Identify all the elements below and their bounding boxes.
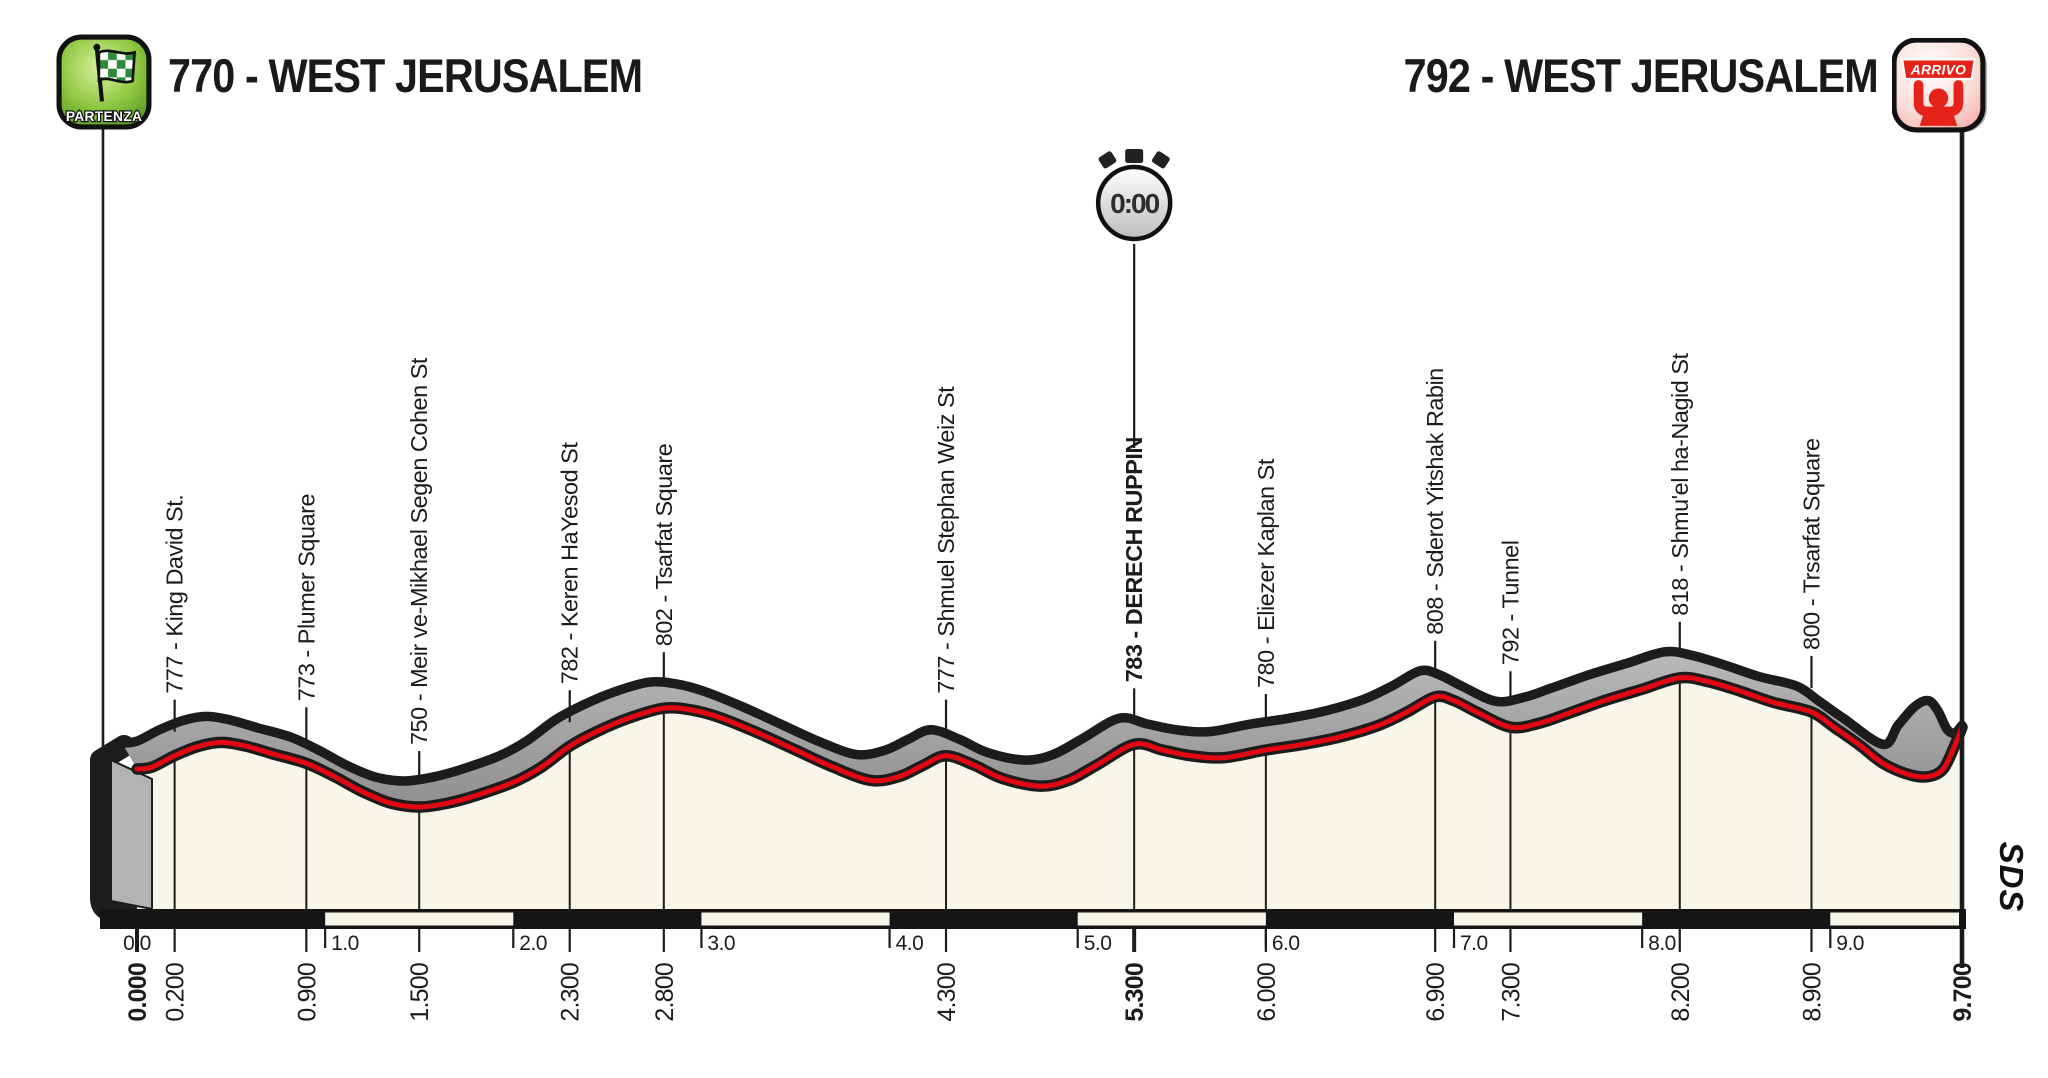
- waypoint-km-labels: 0.000 0.200 0.900 1.500 2.300 2.800 4.300 5.300…: [124, 929, 1977, 1022]
- arrivo-badge-label: ARRIVO: [1910, 62, 1966, 77]
- waypoint-name-label: 782 - Keren HaYesod St: [557, 442, 583, 685]
- waypoint-name-label: 792 - Tunnel: [1497, 541, 1523, 666]
- km-tick-label: 8.0: [1648, 932, 1676, 955]
- waypoint-name-labels: 777 - King David St. 773 - Plumer Square 7…: [162, 352, 1824, 783]
- waypoint-km-label: 1.500: [406, 963, 434, 1022]
- km-tick-label: 1.0: [331, 932, 359, 955]
- sds-logo: SDS: [1993, 842, 2030, 913]
- waypoint-name-label: 783 - DERECH RUPPIN: [1121, 437, 1147, 682]
- km-tick-label: 7.0: [1460, 932, 1488, 955]
- partenza-badge-label: PARTENZA: [66, 109, 142, 124]
- waypoint-name-label: 777 - Shmuel Stephan Weiz St: [933, 386, 959, 694]
- checkered-flag-icon: [93, 43, 137, 102]
- waypoint-name-label: 750 - Meir ve-Mikhael Segen Cohen St: [406, 357, 432, 745]
- km-bar-light-segment: [1830, 912, 1959, 926]
- waypoint-km-label: 2.800: [651, 963, 679, 1022]
- waypoint-name-label: 808 - Sderot Yitshak Rabin: [1422, 368, 1448, 635]
- waypoint-name-label: 777 - King David St.: [162, 495, 188, 694]
- arrivo-badge: ARRIVO: [1892, 38, 1987, 133]
- waypoint-name-label: 802 - Tsarfat Square: [651, 443, 677, 646]
- leader-lines: [101, 126, 1136, 757]
- waypoint-km-label: 8.900: [1798, 963, 1826, 1022]
- waypoint-name-label: 800 - Trsarfat Square: [1798, 438, 1824, 650]
- km-tick-label: 6.0: [1272, 932, 1300, 955]
- waypoint-km-label: 9.700: [1949, 963, 1977, 1022]
- km-tick-label: 2.0: [519, 932, 547, 955]
- km-tick-label: 5.0: [1084, 932, 1112, 955]
- finish-figure-icon: [1901, 58, 1976, 126]
- km-tick-label: 3.0: [707, 932, 735, 955]
- waypoint-name-label: 773 - Plumer Square: [293, 494, 319, 702]
- profile-ribbon-fill: [122, 651, 1962, 807]
- waypoint-vertical-lines: [173, 680, 1813, 911]
- km-tick-label: 9.0: [1836, 932, 1864, 955]
- waypoint-km-label: 0.000: [124, 963, 152, 1022]
- km-bar-light-segment: [1454, 912, 1643, 926]
- km-tick-label: 4.0: [896, 932, 924, 955]
- waypoint-km-label: 0.900: [293, 963, 321, 1022]
- km-bar-light-segment: [325, 912, 514, 926]
- waypoint-name-label: 780 - Eliezer Kaplan St: [1253, 458, 1279, 688]
- partenza-badge: PARTENZA: [56, 34, 152, 130]
- waypoint-km-label: 0.200: [162, 963, 190, 1022]
- route-elevation-line: [134, 674, 1965, 810]
- waypoint-km-label: 2.300: [557, 963, 585, 1022]
- stopwatch-icon: 0:00: [1095, 149, 1173, 242]
- end-cap-side-face: [110, 758, 153, 911]
- finish-title: 792 - WEST JERUSALEM: [1403, 49, 1879, 102]
- profile-top-outline: [117, 646, 1967, 786]
- waypoint-km-label: 4.300: [933, 963, 961, 1022]
- waypoint-km-label: 5.300: [1121, 963, 1149, 1022]
- waypoint-km-label: 6.900: [1422, 963, 1450, 1022]
- start-title: 770 - WEST JERUSALEM: [168, 49, 643, 102]
- km-bar-light-segment: [1077, 912, 1266, 926]
- waypoint-km-label: 8.200: [1667, 963, 1695, 1022]
- km-distance-bar: [100, 909, 1966, 929]
- km-axis-ticks: 0.01.02.03.04.05.06.07.08.09.0: [123, 929, 1865, 955]
- waypoint-km-label: 6.000: [1253, 963, 1281, 1022]
- waypoint-km-label: 7.300: [1497, 963, 1525, 1022]
- waypoint-name-label: 818 - Shmu'el ha-Nagid St: [1667, 352, 1693, 615]
- stopwatch-time: 0:00: [1110, 188, 1159, 219]
- km-bar-light-segment: [701, 912, 890, 926]
